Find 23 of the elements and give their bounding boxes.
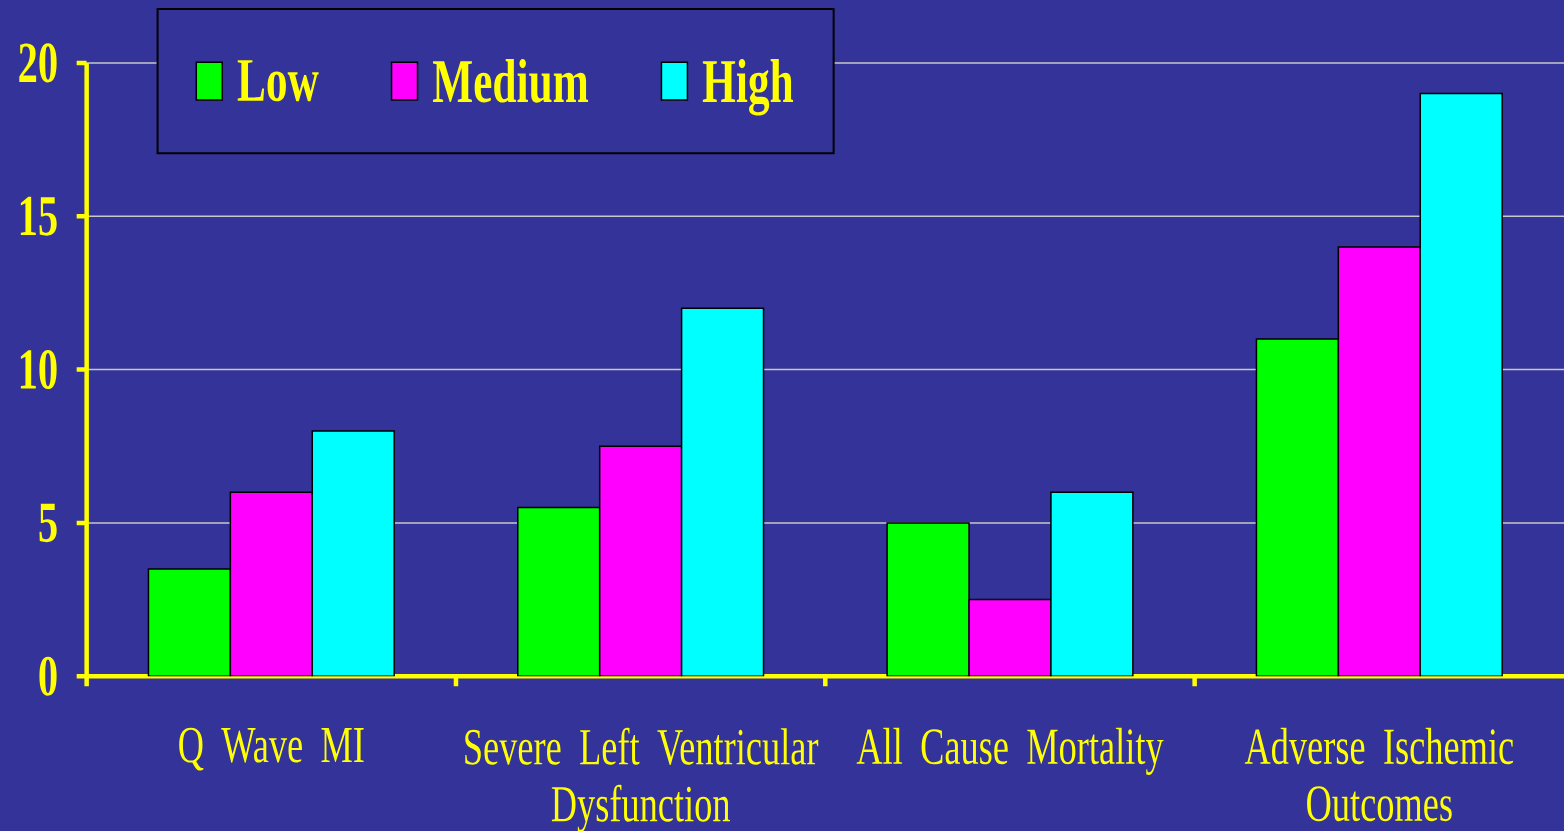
- y-tick-label: 10: [20, 349, 57, 390]
- legend-label: Medium: [432, 58, 589, 103]
- bar: [968, 598, 1052, 677]
- bar: [1419, 92, 1503, 677]
- y-tick-label: 5: [39, 503, 57, 543]
- legend-label: High: [702, 58, 794, 116]
- y-tick-label: 0: [39, 656, 57, 696]
- bar: [311, 430, 395, 677]
- y-tick-label: 15: [20, 196, 57, 236]
- x-tick-label: All Cause Mortality: [856, 727, 1164, 775]
- bar: [1337, 246, 1422, 677]
- bar: [1255, 338, 1340, 677]
- bar: [147, 568, 232, 677]
- bar: [517, 506, 601, 677]
- bar: [598, 445, 683, 677]
- x-tick-label: Adverse Ischemic Outcomes: [1244, 727, 1514, 822]
- bar: [680, 307, 765, 677]
- y-tick-label: 20: [19, 43, 57, 83]
- bar: [886, 522, 970, 677]
- x-tick-label: Q Wave MI: [179, 727, 364, 771]
- bar: [229, 491, 314, 677]
- legend-label: Low: [237, 60, 319, 102]
- bar: [1050, 491, 1134, 677]
